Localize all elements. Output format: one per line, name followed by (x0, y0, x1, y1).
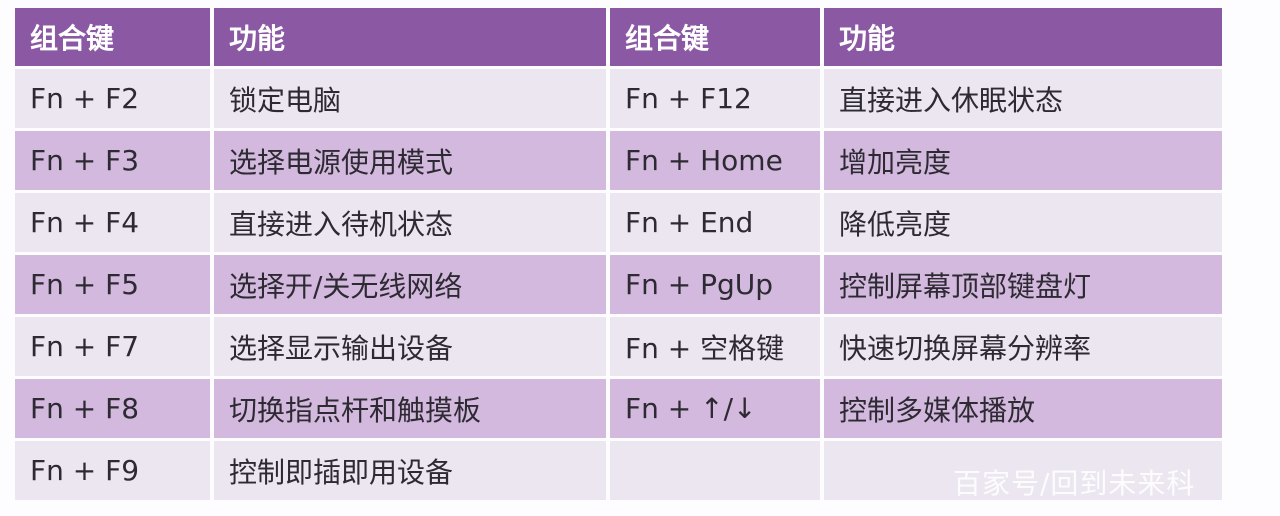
cell-key-left: Fn + F3 (15, 131, 210, 190)
cell-function-right: 快速切换屏幕分辨率 (824, 317, 1222, 376)
header-function-left: 功能 (214, 8, 606, 66)
cell-key-right: Fn + End (610, 193, 820, 252)
cell-key-left: Fn + F4 (15, 193, 210, 252)
cell-key-left: Fn + F5 (15, 255, 210, 314)
cell-function-left: 选择显示输出设备 (214, 317, 606, 376)
cell-key-right: Fn + ↑/↓ (610, 379, 820, 438)
cell-function-right: 控制屏幕顶部键盘灯 (824, 255, 1222, 314)
cell-key-left: Fn + F9 (15, 441, 210, 500)
watermark: 百家号/回到未来科 (953, 467, 1196, 500)
fn-shortcut-table: 组合键 功能 组合键 功能 Fn + F2 锁定电脑 Fn + F12 直接进入休眠状… (15, 8, 1222, 500)
cell-function-right (824, 441, 1222, 500)
header-function-right: 功能 (824, 8, 1222, 66)
cell-key-left: Fn + F8 (15, 379, 210, 438)
cell-function-right: 控制多媒体播放 (824, 379, 1222, 438)
cell-function-left: 切换指点杆和触摸板 (214, 379, 606, 438)
cell-function-left: 控制即插即用设备 (214, 441, 606, 500)
cell-key-right: Fn + 空格键 (610, 317, 820, 376)
cell-function-left: 锁定电脑 (214, 69, 606, 128)
cell-function-right: 降低亮度 (824, 193, 1222, 252)
cell-key-left: Fn + F7 (15, 317, 210, 376)
cell-function-right: 直接进入休眠状态 (824, 69, 1222, 128)
cell-function-right: 增加亮度 (824, 131, 1222, 190)
cell-function-left: 选择电源使用模式 (214, 131, 606, 190)
cell-key-right (610, 441, 820, 500)
cell-function-left: 选择开/关无线网络 (214, 255, 606, 314)
cell-function-left: 直接进入待机状态 (214, 193, 606, 252)
cell-key-right: Fn + Home (610, 131, 820, 190)
cell-key-left: Fn + F2 (15, 69, 210, 128)
cell-key-right: Fn + PgUp (610, 255, 820, 314)
header-key-right: 组合键 (610, 8, 820, 66)
cell-key-right: Fn + F12 (610, 69, 820, 128)
header-key-left: 组合键 (15, 8, 210, 66)
